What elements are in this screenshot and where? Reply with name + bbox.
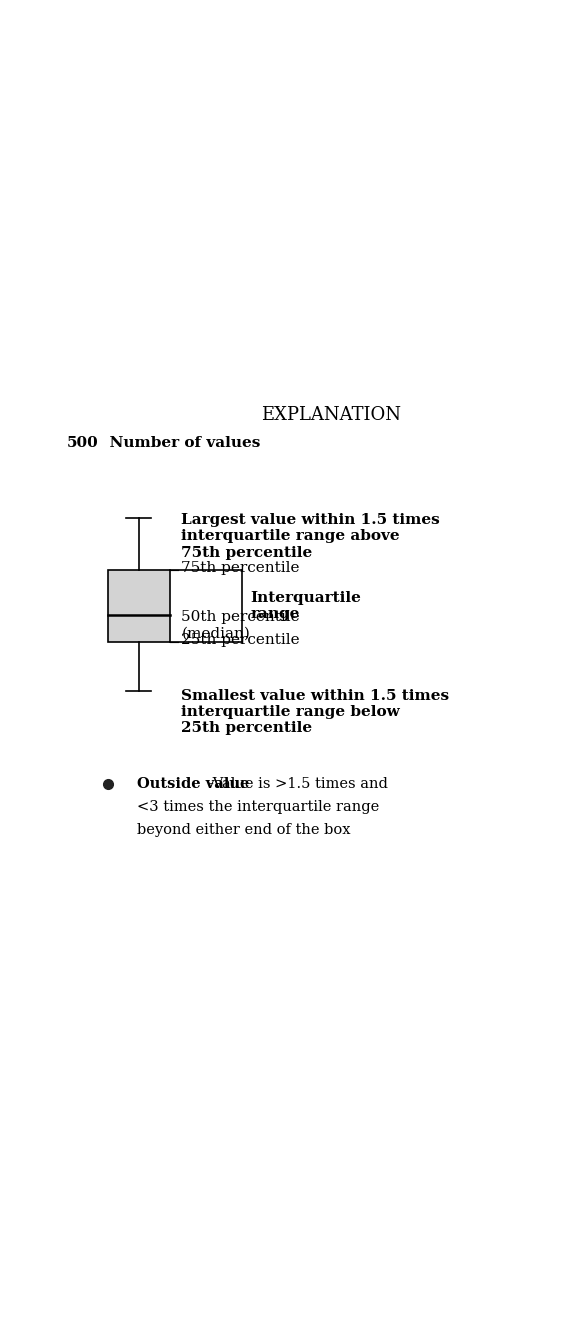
Text: Outside value: Outside value <box>137 777 249 792</box>
Text: Largest value within 1.5 times
interquartile range above
75th percentile: Largest value within 1.5 times interquar… <box>181 513 440 559</box>
Text: EXPLANATION: EXPLANATION <box>261 406 401 423</box>
Bar <box>108 570 170 642</box>
Text: beyond either end of the box: beyond either end of the box <box>137 823 350 837</box>
Text: 50th percentile
(median): 50th percentile (median) <box>181 610 300 641</box>
Text: Number of values: Number of values <box>99 435 260 450</box>
Text: 75th percentile: 75th percentile <box>181 560 300 575</box>
Text: -Value is >1.5 times and: -Value is >1.5 times and <box>209 777 388 792</box>
Text: 500: 500 <box>67 435 99 450</box>
Text: <3 times the interquartile range: <3 times the interquartile range <box>137 800 379 814</box>
Text: Smallest value within 1.5 times
interquartile range below
25th percentile: Smallest value within 1.5 times interqua… <box>181 689 449 735</box>
Text: 25th percentile: 25th percentile <box>181 633 300 648</box>
Text: Interquartile
range: Interquartile range <box>251 591 361 621</box>
